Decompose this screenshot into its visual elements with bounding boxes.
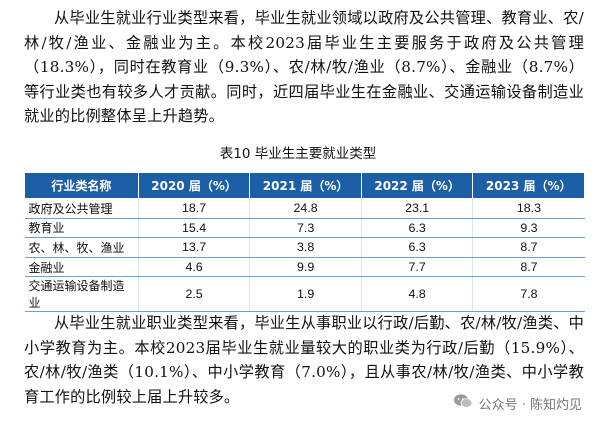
- value-cell: 6.3: [360, 218, 473, 239]
- value-cell: 4.8: [360, 276, 473, 313]
- industry-name-cell: 政府及公共管理: [24, 198, 139, 219]
- table-row: 教育业 15.4 7.3 6.3 9.3: [24, 218, 585, 239]
- value-cell: 7.8: [472, 276, 585, 313]
- occupation-paragraph: 从毕业生就业职业类型来看，毕业生从事职业以行政/后勤、农/林/牧/渔类、中小学教…: [24, 314, 584, 406]
- header-2021: 2021 届（%）: [249, 172, 362, 199]
- value-cell: 15.4: [137, 218, 250, 239]
- industry-name-cell: 农、林、牧、渔业: [24, 237, 139, 258]
- value-cell: 9.3: [472, 218, 585, 239]
- value-cell: 9.9: [249, 257, 362, 278]
- header-2022: 2022 届（%）: [360, 172, 474, 199]
- industry-name-cell: 交通运输设备制造业: [24, 276, 139, 313]
- watermark-text: 公众号 · 陈知灼见: [478, 397, 582, 413]
- table-caption: 表10 毕业生主要就业类型: [219, 146, 377, 162]
- value-cell: 23.1: [360, 198, 473, 219]
- header-2020: 2020 届（%）: [137, 172, 251, 199]
- value-cell: 8.7: [472, 237, 585, 258]
- industry-name-cell: 教育业: [24, 218, 139, 239]
- value-cell: 6.3: [360, 237, 473, 258]
- account-watermark: 公众号 · 陈知灼见: [453, 393, 582, 413]
- table-row: 农、林、牧、渔业 13.7 3.8 6.3 8.7: [24, 237, 585, 258]
- employment-industry-table: 行业类名称 2020 届（%） 2021 届（%） 2022 届（%） 2023…: [24, 172, 585, 313]
- value-cell: 8.7: [472, 257, 585, 278]
- table-row: 交通运输设备制造业 2.5 1.9 4.8 7.8: [24, 276, 585, 313]
- table-header-row: 行业类名称 2020 届（%） 2021 届（%） 2022 届（%） 2023…: [24, 172, 585, 199]
- value-cell: 4.6: [137, 257, 250, 278]
- header-2023: 2023 届（%）: [472, 172, 585, 199]
- value-cell: 24.8: [249, 198, 362, 219]
- table-row: 金融业 4.6 9.9 7.7 8.7: [24, 257, 585, 278]
- value-cell: 3.8: [249, 237, 362, 258]
- value-cell: 2.5: [137, 276, 250, 313]
- intro-paragraph: 从毕业生就业行业类型来看，毕业生就业领域以政府及公共管理、教育业、农/林/牧/渔…: [24, 9, 584, 125]
- value-cell: 7.3: [249, 218, 362, 239]
- value-cell: 13.7: [137, 237, 250, 258]
- wechat-icon: [453, 393, 473, 413]
- value-cell: 1.9: [249, 276, 362, 313]
- header-industry: 行业类名称: [24, 172, 139, 199]
- value-cell: 18.7: [137, 198, 250, 219]
- value-cell: 7.7: [360, 257, 473, 278]
- table-row: 政府及公共管理 18.7 24.8 23.1 18.3: [24, 198, 585, 219]
- value-cell: 18.3: [472, 198, 585, 219]
- industry-name-cell: 金融业: [24, 257, 139, 278]
